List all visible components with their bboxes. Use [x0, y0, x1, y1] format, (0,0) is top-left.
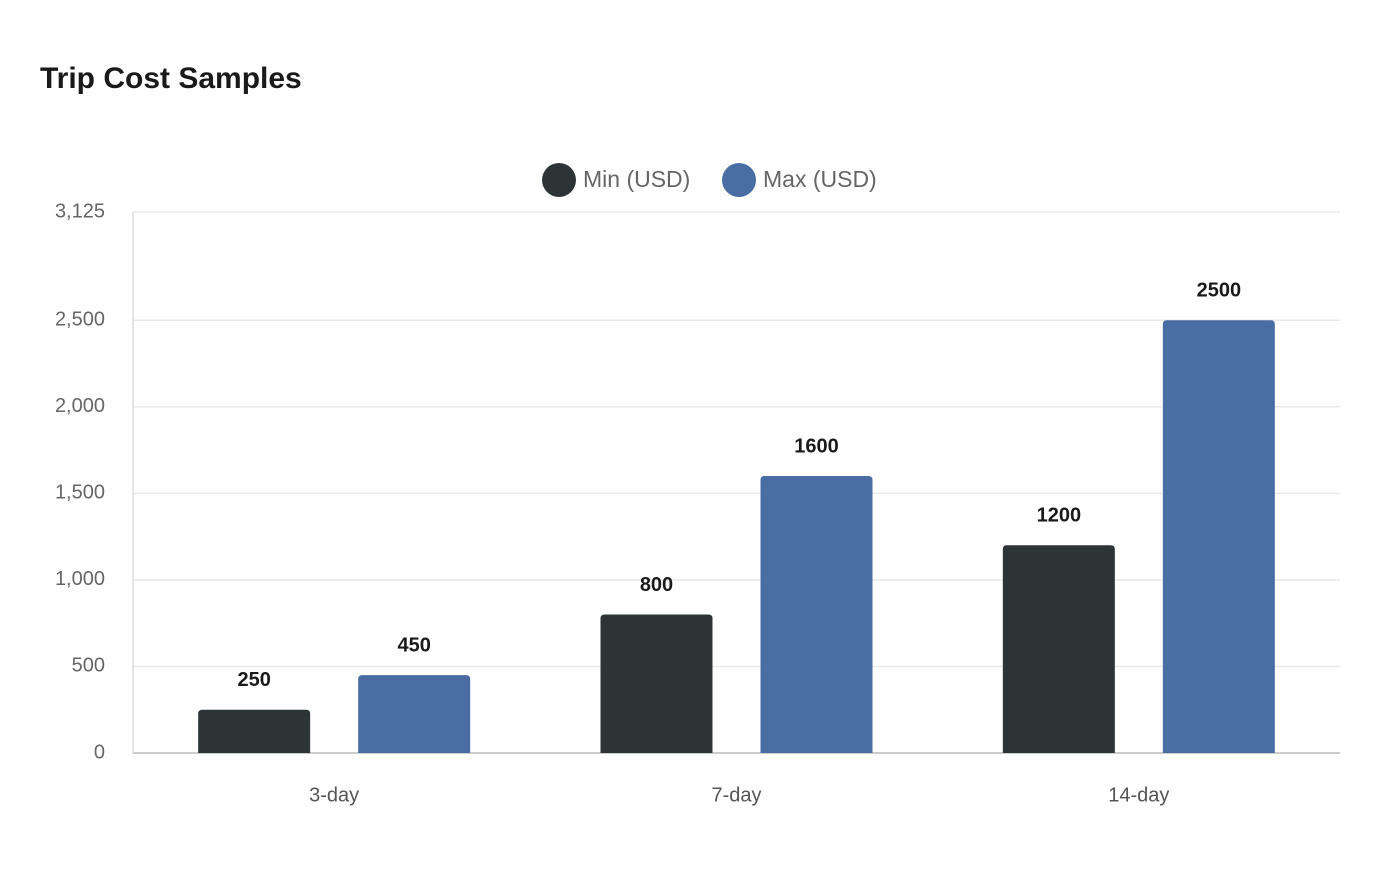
x-tick-label: 14-day: [1108, 784, 1169, 806]
bar: [358, 675, 471, 753]
y-tick-label: 0: [94, 741, 105, 763]
bar: [198, 709, 311, 753]
legend-label: Max (USD): [763, 166, 877, 192]
data-label: 450: [397, 634, 430, 656]
data-label: 2500: [1197, 279, 1242, 301]
legend-marker: [542, 163, 576, 197]
y-tick-label: 1,500: [55, 482, 105, 504]
bar: [760, 476, 873, 753]
data-label: 1200: [1037, 505, 1082, 527]
y-tick-label: 2,500: [55, 308, 105, 330]
bar: [1162, 320, 1275, 753]
y-tick-label: 3,125: [55, 200, 105, 222]
legend-label: Min (USD): [583, 166, 690, 192]
legend-marker: [722, 163, 756, 197]
y-tick-label: 1,000: [55, 568, 105, 590]
x-tick-label: 3-day: [309, 784, 359, 806]
data-label: 800: [640, 574, 673, 596]
x-tick-label: 7-day: [711, 784, 761, 806]
y-tick-label: 2,000: [55, 395, 105, 417]
data-label: 250: [237, 669, 270, 691]
chart-title: Trip Cost Samples: [40, 62, 302, 95]
y-tick-label: 500: [72, 655, 105, 677]
bar: [1002, 545, 1115, 753]
data-label: 1600: [794, 435, 839, 457]
bar: [600, 614, 713, 753]
